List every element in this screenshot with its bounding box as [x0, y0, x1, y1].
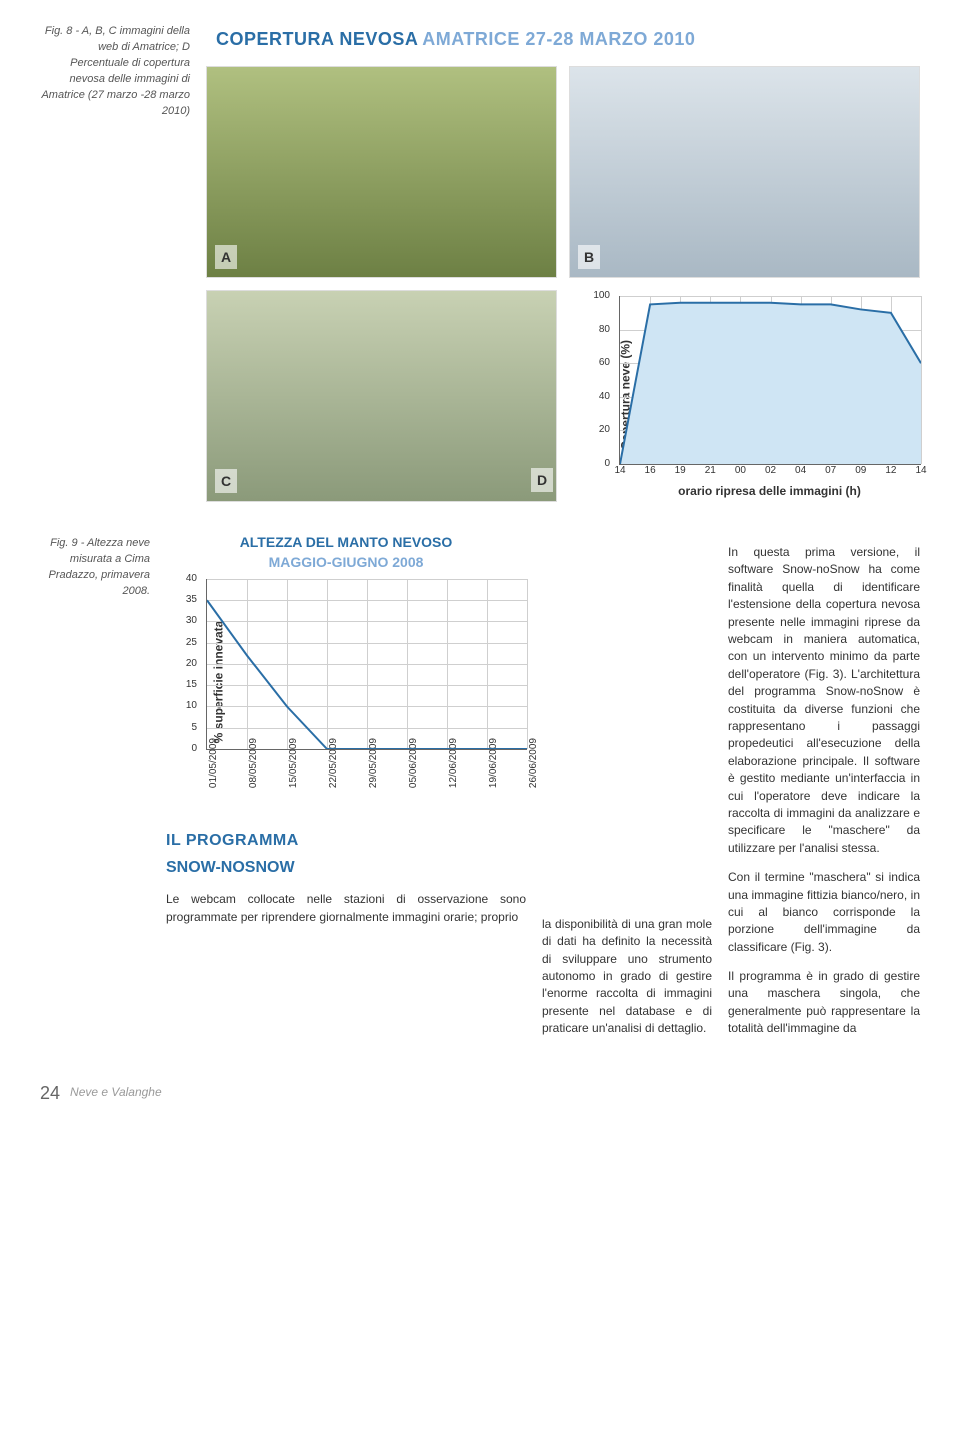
- page-footer: 24 Neve e Valanghe: [40, 1080, 920, 1106]
- chart9-title-main: ALTEZZA DEL MANTO NEVOSO: [240, 534, 453, 550]
- ytick-label: 30: [186, 614, 207, 629]
- right-column: In questa prima versione, il software Sn…: [728, 532, 920, 1050]
- ytick-label: 40: [186, 572, 207, 587]
- xtick-label: 00: [735, 464, 746, 479]
- fig8-title-main: COPERTURA NEVOSA: [216, 29, 418, 49]
- fig8-title-sub: AMATRICE 27-28 MARZO 2010: [422, 29, 695, 49]
- xtick-label: 02: [765, 464, 776, 479]
- para-e: Il programma è in grado di gestire una m…: [728, 968, 920, 1038]
- ytick-label: 20: [186, 657, 207, 672]
- ytick-label: 40: [599, 390, 620, 405]
- fig8-grid: A B C D Copertura neve (%) orario ripres…: [206, 66, 920, 502]
- chart9-plot: 051015202530354001/05/200908/05/200915/0…: [206, 579, 527, 750]
- fig8-content: COPERTURA NEVOSA AMATRICE 27-28 MARZO 20…: [206, 20, 920, 502]
- xtick-label: 14: [915, 464, 926, 479]
- chartD-plot: 0204060801001416192100020407091214: [619, 296, 921, 465]
- panel-c: C: [206, 290, 557, 502]
- section-heading-block: IL PROGRAMMA SNOW-NOSNOW Le webcam collo…: [166, 829, 526, 926]
- panel-c-label: C: [215, 469, 237, 493]
- ytick-label: 20: [599, 423, 620, 438]
- panel-a-label: A: [215, 245, 237, 269]
- para-c: In questa prima versione, il software Sn…: [728, 544, 920, 857]
- col-para-b: la disponibilità di una gran mole di dat…: [542, 904, 712, 1050]
- para-d: Con il termine "maschera" si indica una …: [728, 869, 920, 956]
- xtick-label: 19: [675, 464, 686, 479]
- panel-d-label: D: [531, 468, 553, 492]
- section-subtitle: SNOW-NOSNOW: [166, 856, 526, 879]
- page-number: 24: [40, 1080, 60, 1106]
- xtick-label: 12: [885, 464, 896, 479]
- chartD-xlabel: orario ripresa delle immagini (h): [619, 483, 920, 500]
- para-b: la disponibilità di una gran mole di dat…: [542, 916, 712, 1038]
- xtick-label: 16: [645, 464, 656, 479]
- ytick-label: 80: [599, 322, 620, 337]
- xtick-label: 07: [825, 464, 836, 479]
- page: Fig. 8 - A, B, C immagini della web di A…: [0, 0, 960, 1146]
- ytick-label: 100: [593, 289, 620, 304]
- ytick-label: 35: [186, 593, 207, 608]
- chart9-title-sub: MAGGIO-GIUGNO 2008: [269, 554, 424, 570]
- figure-8-block: Fig. 8 - A, B, C immagini della web di A…: [40, 20, 920, 502]
- panel-a: A: [206, 66, 557, 278]
- ytick-label: 0: [191, 742, 207, 757]
- xtick-label: 04: [795, 464, 806, 479]
- ytick-label: 5: [191, 720, 207, 735]
- fig8-caption: Fig. 8 - A, B, C immagini della web di A…: [40, 20, 190, 502]
- fig9-chart-block: ALTEZZA DEL MANTO NEVOSO MAGGIO-GIUGNO 2…: [166, 532, 526, 938]
- xtick-label: 09: [855, 464, 866, 479]
- ytick-label: 25: [186, 635, 207, 650]
- panel-d-chart: D Copertura neve (%) orario ripresa dell…: [569, 290, 920, 500]
- para-a: Le webcam collocate nelle stazioni di os…: [166, 891, 526, 926]
- fig9-caption: Fig. 9 - Altezza neve misurata a Cima Pr…: [40, 532, 150, 600]
- xtick-label: 26/06/2009: [527, 738, 542, 788]
- ytick-label: 10: [186, 699, 207, 714]
- section-title: IL PROGRAMMA: [166, 829, 526, 852]
- chart9-wrap: % superficie innevata 051015202530354001…: [166, 579, 526, 809]
- fig8-title: COPERTURA NEVOSA AMATRICE 27-28 MARZO 20…: [206, 20, 920, 58]
- xtick-label: 21: [705, 464, 716, 479]
- footer-logo: Neve e Valanghe: [70, 1084, 162, 1101]
- figure-9-and-body: Fig. 9 - Altezza neve misurata a Cima Pr…: [40, 532, 920, 1050]
- xtick-label: 14: [614, 464, 625, 479]
- panel-b-label: B: [578, 245, 600, 269]
- panel-b: B: [569, 66, 920, 278]
- ytick-label: 15: [186, 678, 207, 693]
- chart9-title: ALTEZZA DEL MANTO NEVOSO MAGGIO-GIUGNO 2…: [166, 532, 526, 573]
- ytick-label: 60: [599, 356, 620, 371]
